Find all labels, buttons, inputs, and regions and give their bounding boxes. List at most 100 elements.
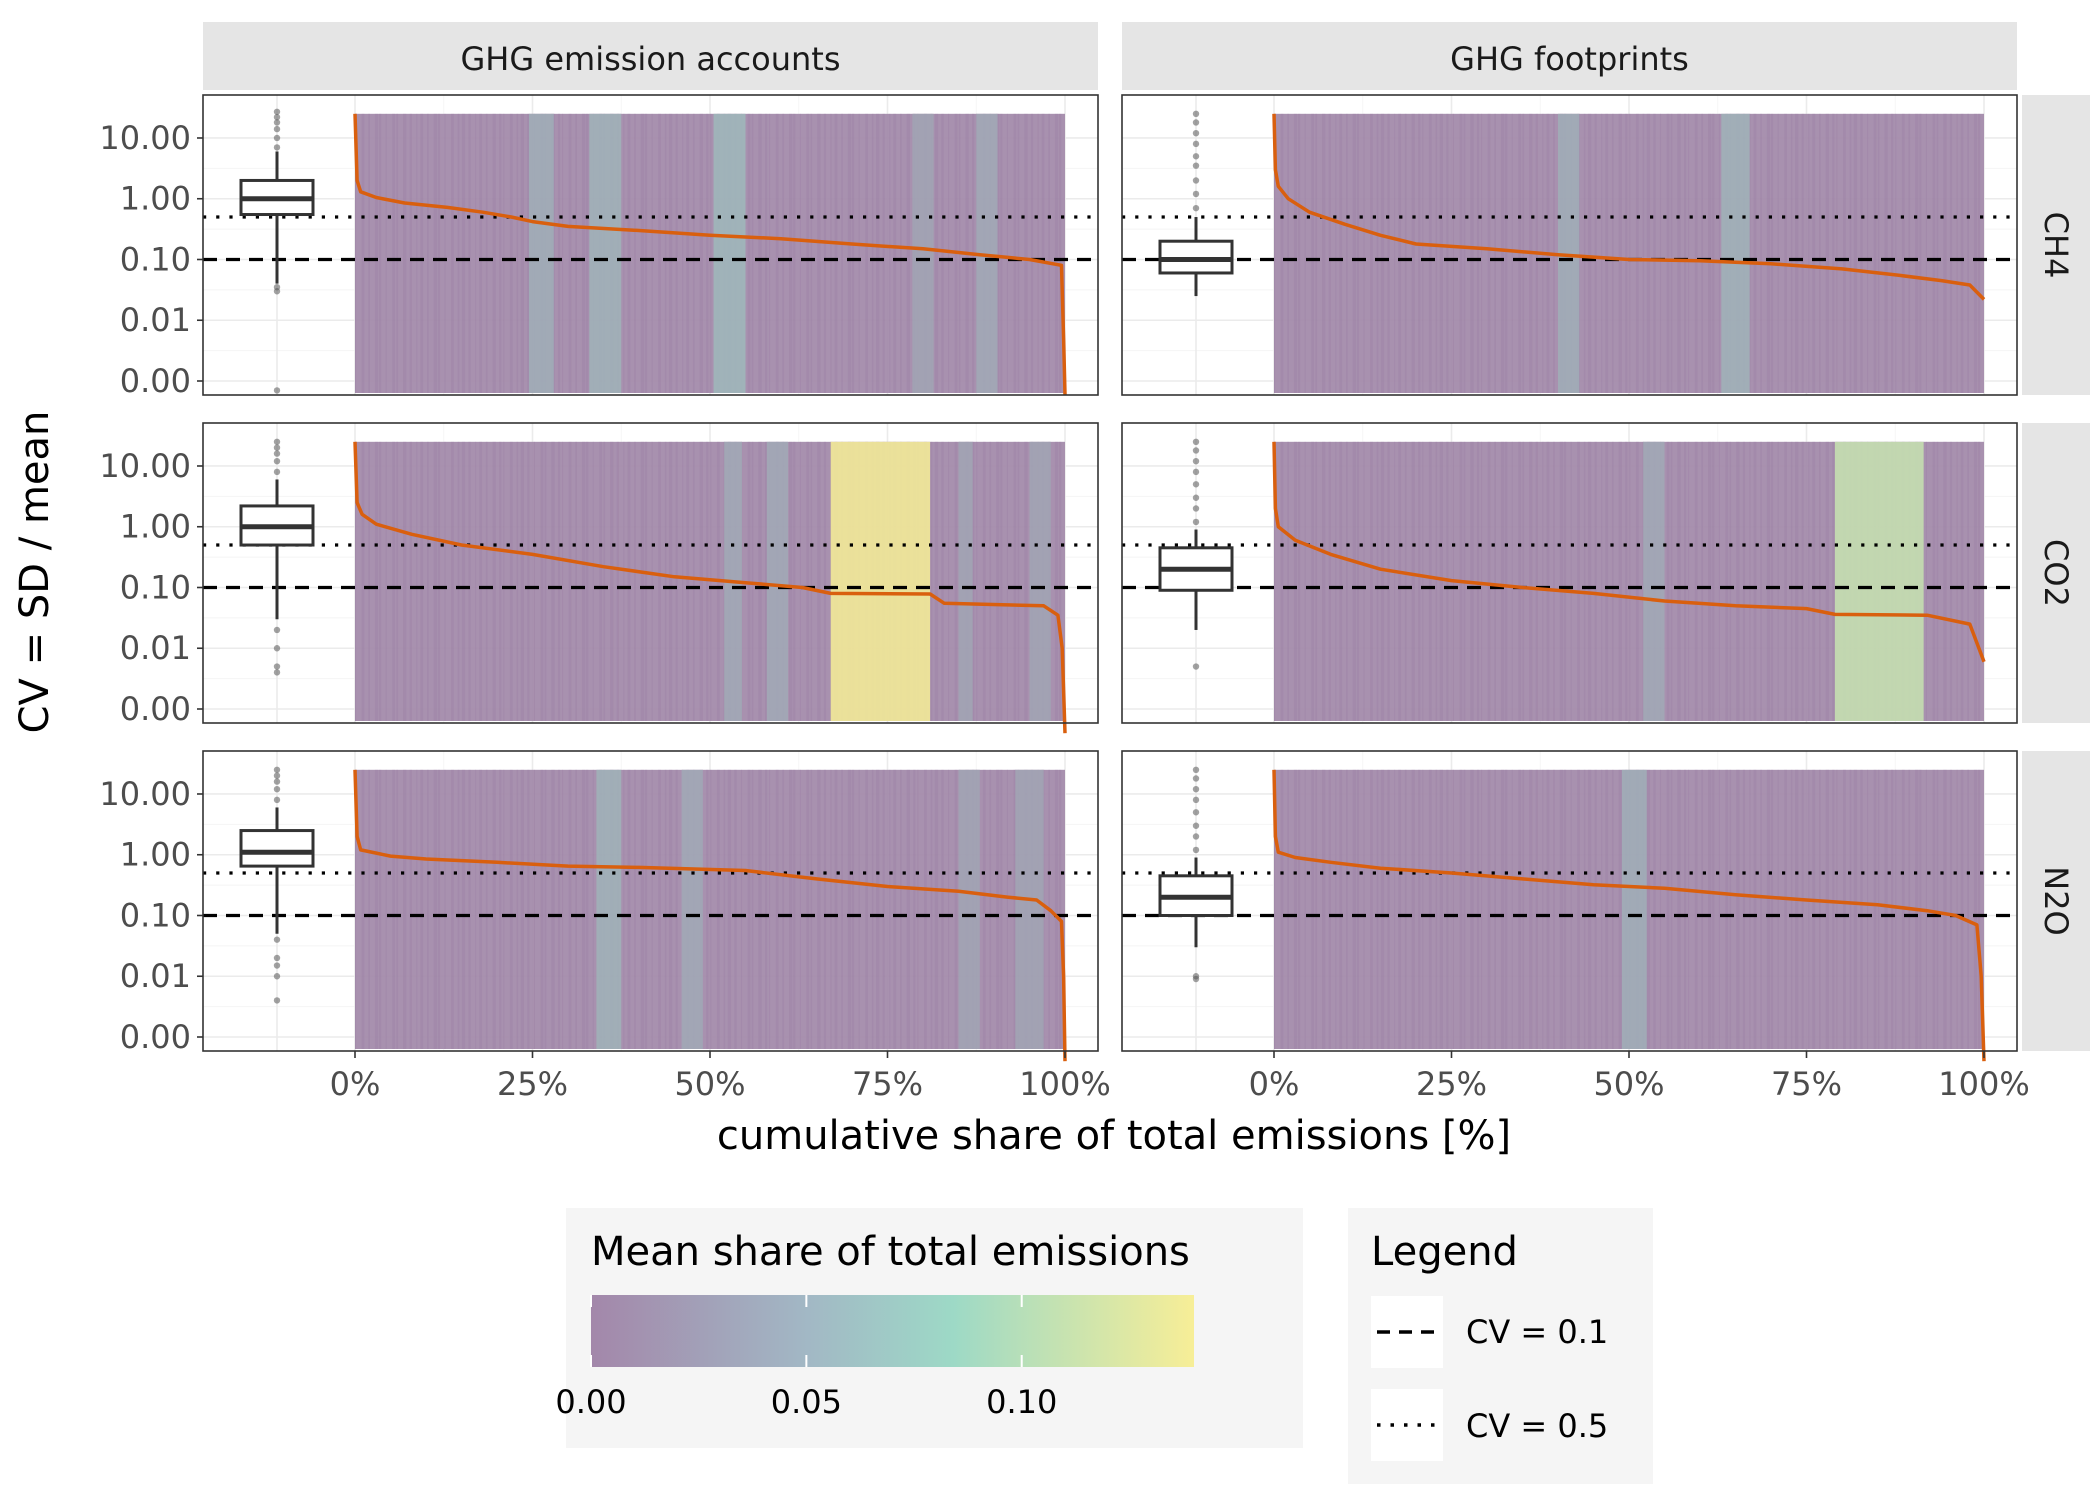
panel-border [202,750,1099,1052]
share-stripe [379,769,382,1049]
share-stripe [817,441,821,721]
share-stripe [1770,113,1774,394]
share-stripe [623,441,625,721]
share-stripe [976,441,978,721]
share-stripe [451,769,454,1049]
share-stripe [1439,441,1443,721]
share-stripe [913,769,916,1049]
share-stripe [1280,113,1284,394]
share-stripe [374,441,379,721]
share-stripe [948,769,950,1049]
panel-border [202,94,1099,396]
share-stripe [1422,441,1424,721]
share-stripe [1304,113,1306,394]
share-stripe [361,769,365,1049]
share-highlight [528,113,554,394]
share-stripe [1895,113,1897,394]
share-stripe [1618,769,1622,1049]
share-stripe [1601,769,1603,1049]
share-stripe [1973,113,1978,394]
share-stripe [1936,441,1939,721]
share-stripe [1370,769,1373,1049]
share-stripe [1470,769,1474,1049]
share-stripe [1435,441,1438,721]
share-stripe [686,441,690,721]
share-stripe [1760,441,1762,721]
share-stripe [1463,113,1466,394]
y-tick-label: 10.00 [99,119,191,157]
share-stripe [1024,113,1028,394]
share-stripe [934,113,939,394]
share-stripe [1394,113,1396,394]
boxplot-outlier [1192,975,1200,983]
share-stripe [847,769,852,1049]
share-stripe [562,113,564,394]
share-stripe [644,769,648,1049]
share-stripe [1298,113,1301,394]
share-stripe [876,113,880,394]
boxplot-outlier [273,457,281,465]
share-stripe [769,769,771,1049]
share-stripe [1542,441,1544,721]
share-stripe [675,441,678,721]
share-stripe [1000,113,1003,394]
share-stripe [1563,441,1567,721]
share-stripe [651,441,653,721]
share-stripe [1932,769,1936,1049]
share-stripe [644,441,648,721]
share-stripe [485,769,488,1049]
share-stripe [1949,441,1953,721]
share-stripe [782,113,785,394]
share-stripe [699,113,703,394]
y-tick-label: 0.00 [120,1018,191,1056]
share-stripe [1335,441,1337,721]
share-stripe [1749,441,1751,721]
share-stripe [1583,441,1586,721]
share-stripe [1688,769,1690,1049]
share-stripe [616,441,619,721]
share-stripe [658,113,661,394]
share-stripe [1505,113,1508,394]
share-stripe [461,441,466,721]
share-stripe [1404,113,1407,394]
share-stripe [1439,113,1443,394]
share-stripe [1418,113,1421,394]
share-stripe [1760,113,1762,394]
share-stripe [1494,441,1496,721]
boxplot-outlier [273,669,281,676]
share-stripe [1812,113,1816,394]
share-stripe [917,769,919,1049]
share-stripe [520,769,524,1049]
share-highlight [830,441,931,721]
share-stripe [1293,769,1298,1049]
boxplot-outlier [1192,766,1200,774]
share-stripe [1059,113,1062,394]
share-stripe [1742,769,1746,1049]
share-stripe [1877,113,1880,394]
share-stripe [1618,441,1622,721]
x-tick-label: 50% [674,1065,745,1103]
share-stripe [1481,441,1483,721]
share-stripe [499,441,502,721]
boxplot-outlier [1192,663,1200,670]
cv-curve [353,113,1067,395]
share-stripe [769,113,771,394]
share-stripe [396,769,399,1049]
share-stripe [509,769,513,1049]
share-stripe [1311,113,1315,394]
facet-label-ch4: CH4 [2037,212,2075,279]
share-stripe [799,113,801,394]
boxplot-outlier [273,450,281,457]
share-stripe [1553,769,1555,1049]
share-stripe [1784,113,1788,394]
legend-label-cv-0-5: CV = 0.5 [1466,1407,1608,1445]
share-stripe [1006,769,1008,1049]
share-stripe [1605,113,1609,394]
share-stripe [1694,441,1698,721]
share-stripe [1635,113,1639,394]
share-stripe [1812,441,1816,721]
share-stripe [392,769,396,1049]
share-stripe [1280,441,1284,721]
share-stripe [1328,769,1331,1049]
share-stripe [996,441,1000,721]
